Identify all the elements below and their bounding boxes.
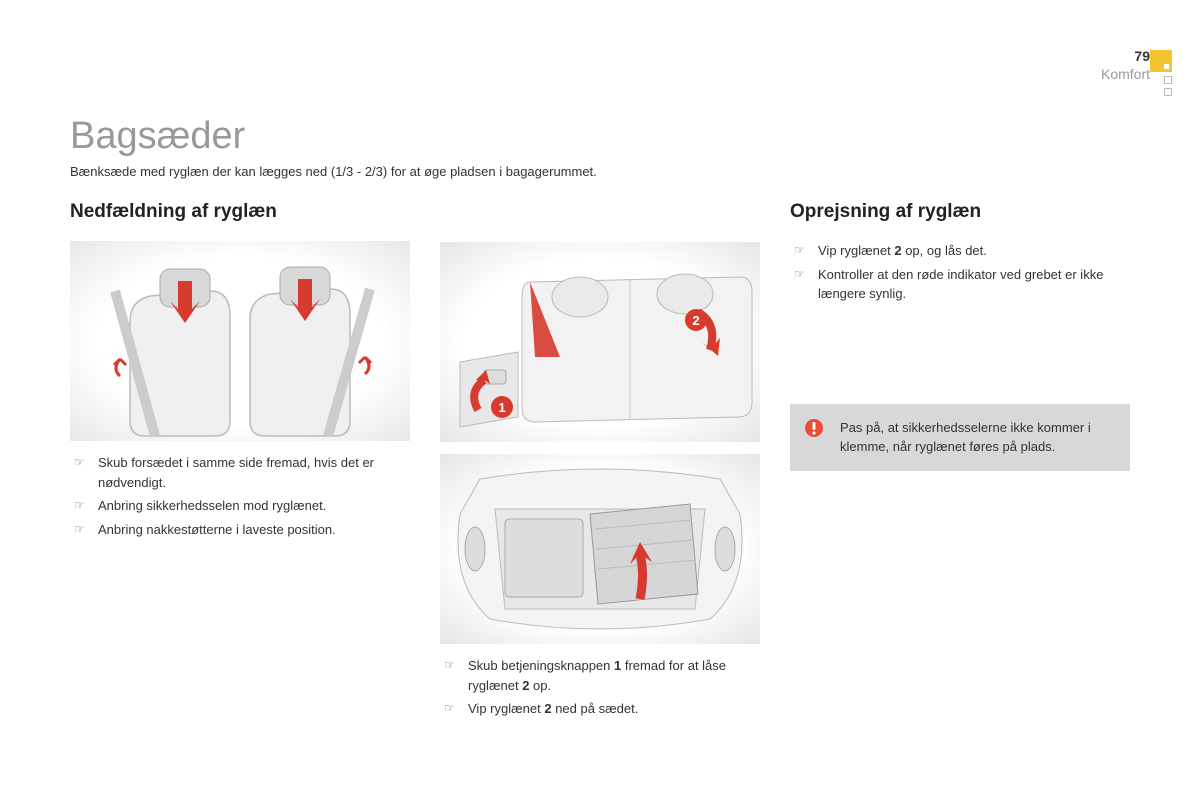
seat-headrest-svg bbox=[70, 241, 410, 441]
column-raise-back: Oprejsning af ryglæn Vip ryglænet 2 op, … bbox=[790, 201, 1130, 723]
corner-tab-marks bbox=[1150, 50, 1172, 96]
heading-fold-down: Nedfældning af ryglæn bbox=[70, 201, 410, 223]
callout-ref: 2 bbox=[544, 701, 551, 716]
text: op, og lås det. bbox=[902, 243, 987, 258]
list-item: Anbring nakkestøtterne i laveste positio… bbox=[70, 520, 410, 540]
list-item: Skub forsædet i samme side fremad, hvis … bbox=[70, 453, 410, 492]
tab-marker bbox=[1164, 88, 1172, 96]
list-item: Vip ryglænet 2 ned på sædet. bbox=[440, 699, 760, 719]
bullet-list-mid: Skub betjeningsknappen 1 fremad for at l… bbox=[440, 656, 760, 719]
page-number: 79 bbox=[1101, 48, 1150, 64]
list-item: Anbring sikkerhedsselen mod ryglænet. bbox=[70, 496, 410, 516]
page-title: Bagsæder bbox=[70, 115, 1130, 158]
illustration-lever-fold: 1 2 bbox=[440, 242, 760, 442]
column-fold-steps: 1 2 bbox=[440, 201, 760, 723]
list-item: Skub betjeningsknappen 1 fremad for at l… bbox=[440, 656, 760, 695]
page-subtitle: Bænksæde med ryglæn der kan lægges ned (… bbox=[70, 164, 1130, 179]
heading-raise-back: Oprejsning af ryglæn bbox=[790, 201, 1130, 223]
text: Vip ryglænet bbox=[468, 701, 544, 716]
illustration-headrest-lower bbox=[70, 241, 410, 441]
tab-marker-active bbox=[1150, 50, 1172, 72]
warning-text: Pas på, at sikkerhedsselerne ikke kommer… bbox=[840, 420, 1091, 455]
page-header: 79 Komfort bbox=[1101, 48, 1150, 82]
content-columns: Nedfældning af ryglæn bbox=[70, 201, 1130, 723]
tab-marker bbox=[1164, 76, 1172, 84]
warning-icon bbox=[804, 418, 824, 438]
list-item: Kontroller at den røde indikator ved gre… bbox=[790, 265, 1130, 304]
warning-box: Pas på, at sikkerhedsselerne ikke kommer… bbox=[790, 404, 1130, 471]
bullet-list-fold-down: Skub forsædet i samme side fremad, hvis … bbox=[70, 453, 410, 539]
list-item: Vip ryglænet 2 op, og lås det. bbox=[790, 241, 1130, 261]
lever-fold-svg: 1 2 bbox=[440, 242, 760, 442]
callout-2-label: 2 bbox=[692, 313, 699, 328]
spacer bbox=[440, 201, 760, 242]
bullet-list-raise: Vip ryglænet 2 op, og lås det. Kontrolle… bbox=[790, 241, 1130, 304]
callout-1-label: 1 bbox=[498, 400, 505, 415]
column-fold-down: Nedfældning af ryglæn bbox=[70, 201, 410, 723]
text: op. bbox=[529, 678, 551, 693]
callout-ref: 2 bbox=[894, 243, 901, 258]
illustration-trunk-folded bbox=[440, 454, 760, 644]
trunk-svg bbox=[440, 454, 760, 644]
section-label: Komfort bbox=[1101, 66, 1150, 82]
text: ned på sædet. bbox=[552, 701, 639, 716]
text: Vip ryglænet bbox=[818, 243, 894, 258]
page-content: Bagsæder Bænksæde med ryglæn der kan læg… bbox=[0, 0, 1200, 723]
text: Skub betjeningsknappen bbox=[468, 658, 614, 673]
